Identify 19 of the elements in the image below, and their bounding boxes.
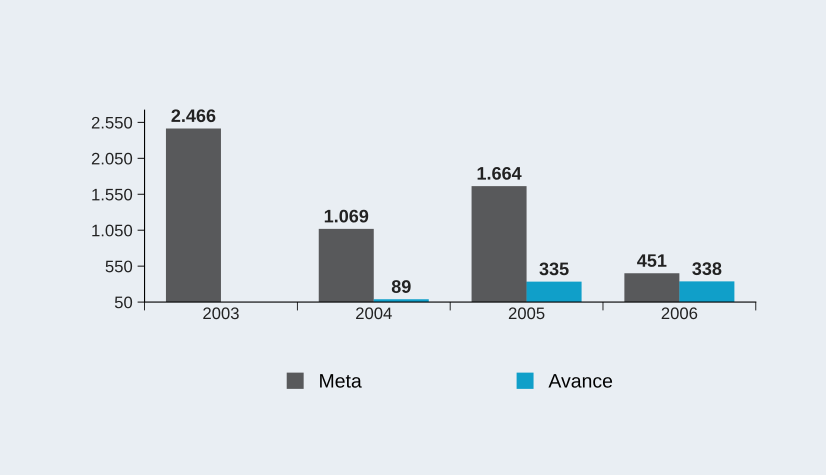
y-tick-label: 2.050 — [92, 152, 132, 165]
x-tick-label: 2006 — [662, 307, 698, 320]
x-tick-label: 2003 — [203, 307, 239, 320]
legend-label: Avance — [548, 374, 612, 388]
y-tick-label: 2.550 — [92, 116, 132, 129]
y-tick-label: 550 — [106, 260, 132, 272]
data-label: 1.664 — [478, 166, 522, 180]
y-tick-label: 1.050 — [92, 224, 132, 236]
data-label: 1.069 — [324, 210, 368, 223]
legend-label: Meta — [320, 374, 362, 388]
data-label: 89 — [392, 280, 411, 293]
x-tick-label: 2004 — [356, 307, 392, 320]
x-tick-label: 2005 — [508, 307, 544, 320]
data-label: 2.466 — [171, 109, 216, 122]
data-label: 451 — [637, 254, 666, 267]
y-tick-label: 50 — [114, 296, 132, 308]
data-label: 338 — [692, 262, 722, 276]
y-tick-label: 1.550 — [92, 188, 132, 200]
data-label: 335 — [539, 262, 569, 276]
